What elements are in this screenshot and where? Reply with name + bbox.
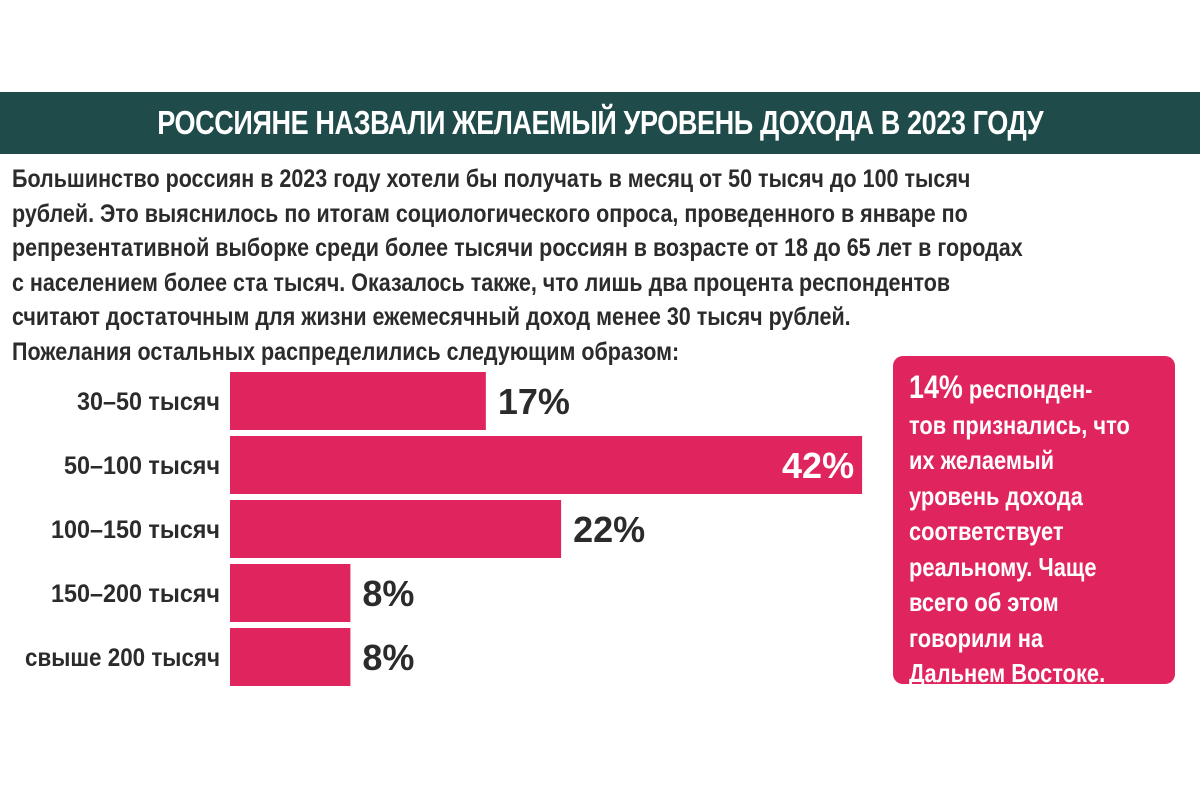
callout-line: реальному. Чаще — [909, 551, 1097, 582]
callout-line: Дальнем Востоке. — [909, 658, 1106, 688]
bar-chart-svg: 30–50 тысяч 17% 50–100 тысяч 42% 100–150 тыс… — [25, 372, 863, 686]
category-label: 50–100 тысяч — [64, 452, 220, 480]
intro-line: считают достаточным для жизни ежемесячны… — [12, 303, 851, 331]
value-label: 42% — [782, 445, 854, 486]
intro-line: Пожелания остальных распределились следу… — [12, 337, 680, 366]
value-label: 8% — [362, 573, 414, 614]
intro-line: рублей. Это выяснилось по итогам социоло… — [12, 199, 968, 228]
callout-line: говорили на — [909, 622, 1044, 653]
intro-line: Большинство россиян в 2023 году хотели б… — [12, 165, 971, 193]
value-label: 8% — [362, 637, 414, 678]
category-label: 150–200 тысяч — [51, 580, 220, 608]
callout-line: тов признались, что — [909, 409, 1130, 440]
bar-4 — [230, 564, 351, 622]
page-title: РОССИЯНЕ НАЗВАЛИ ЖЕЛАЕМЫЙ УРОВЕНЬ ДОХОДА… — [157, 104, 1043, 141]
bar-3 — [230, 500, 562, 558]
value-label: 17% — [498, 381, 570, 422]
value-label: 22% — [573, 509, 645, 550]
bar-2 — [230, 436, 863, 494]
bar-1 — [230, 372, 486, 430]
intro-line: с населением более ста тысяч. Оказалось … — [12, 268, 951, 297]
bar-5 — [230, 628, 351, 686]
category-label: свыше 200 тысяч — [25, 644, 220, 672]
intro-text: Большинство россиян в 2023 году хотели б… — [12, 162, 1192, 369]
callout-box: 14% респонден- тов признались, что их же… — [893, 356, 1175, 688]
category-label: 100–150 тысяч — [51, 516, 220, 544]
callout-line: их желаемый — [909, 445, 1055, 475]
callout-line: 14% респонден- — [909, 369, 1124, 408]
category-label: 30–50 тысяч — [77, 388, 220, 416]
callout-line: соответствует — [909, 516, 1064, 546]
callout-first-line: респонден- — [962, 374, 1093, 404]
title-banner: РОССИЯНЕ НАЗВАЛИ ЖЕЛАЕМЫЙ УРОВЕНЬ ДОХОДА… — [0, 92, 1200, 154]
callout-line: всего об этом — [909, 587, 1059, 617]
callout-line: уровень дохода — [909, 480, 1083, 511]
intro-line: репрезентативной выборке среди более тыс… — [12, 234, 1023, 262]
callout-highlight: 14% — [909, 369, 963, 405]
income-bar-chart: 30–50 тысяч 17% 50–100 тысяч 42% 100–150 тыс… — [0, 360, 880, 690]
